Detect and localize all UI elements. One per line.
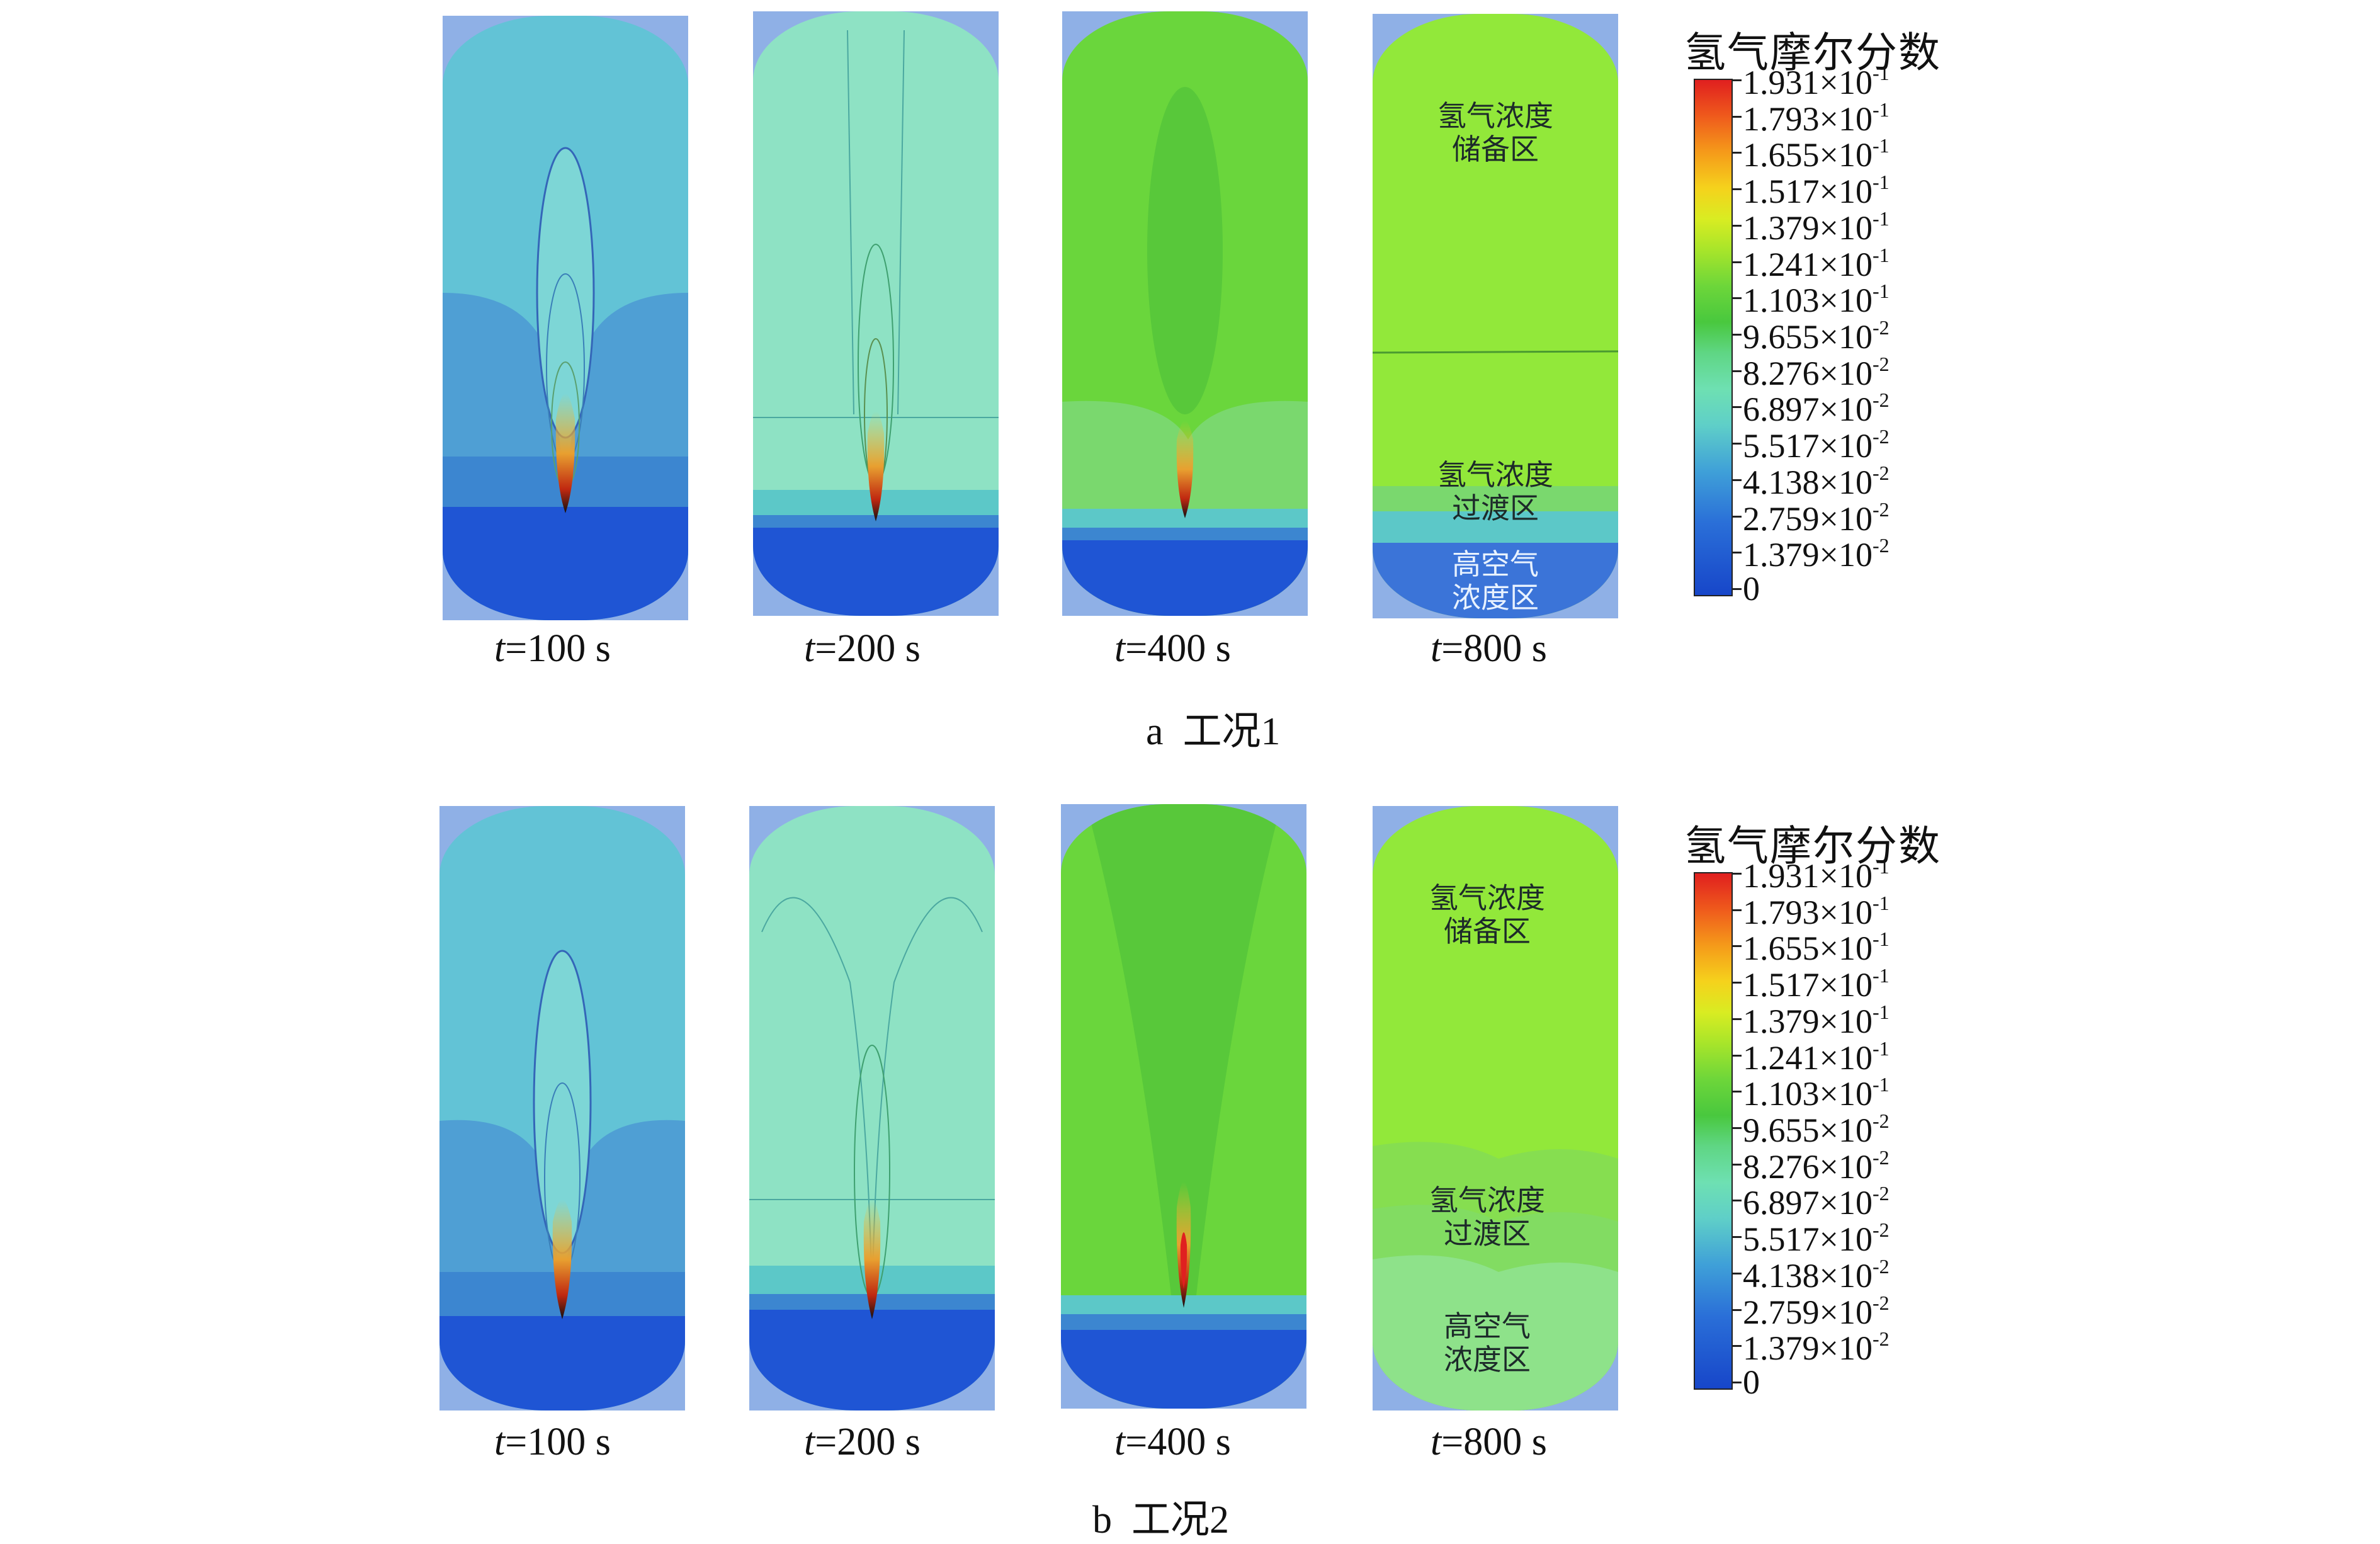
colorbar-tick (1733, 873, 1742, 875)
panel-a-100 (443, 16, 688, 620)
panel-b-200 (749, 806, 995, 1411)
time-label-b-800: t=800 s (1431, 1421, 1547, 1463)
colorbar-tick (1733, 945, 1742, 947)
colorbar-tick (1733, 909, 1742, 911)
colorbar-tick (1733, 188, 1742, 190)
colorbar-tick (1733, 1273, 1742, 1274)
colorbar-tick (1733, 406, 1742, 408)
time-label-b-100: t=100 s (494, 1421, 611, 1463)
colorbar-tick (1733, 225, 1742, 227)
colorbar-tick (1733, 1055, 1742, 1057)
panel-a-200 (753, 11, 999, 616)
colorbar-title-b: 氢气摩尔分数 (1684, 822, 1941, 870)
colorbar-tick (1733, 1091, 1742, 1093)
colorbar-tick-label: 1.793×10-1 (1743, 892, 1890, 931)
colorbar-tick-label: 6.897×10-2 (1743, 389, 1890, 428)
colorbar-tick-label: 2.759×10-2 (1743, 498, 1890, 538)
colorbar-tick (1733, 370, 1742, 372)
colorbar-title-a: 氢气摩尔分数 (1684, 28, 1941, 77)
panel-b-400 (1061, 804, 1306, 1409)
colorbar-tick-label: 9.655×10-2 (1743, 1110, 1890, 1149)
colorbar-tick-label: 1.655×10-1 (1743, 134, 1890, 174)
colorbar-tick (1733, 1200, 1742, 1201)
zone-label-air-a: 高空气 浓度区 (1452, 547, 1539, 615)
colorbar-tick-label: 1.103×10-1 (1743, 1073, 1890, 1113)
colorbar-tick (1733, 261, 1742, 263)
zone-label-air-b: 高空气 浓度区 (1444, 1309, 1531, 1377)
colorbar-tick-label: 5.517×10-2 (1743, 425, 1890, 465)
colorbar-tick (1733, 443, 1742, 445)
time-label-a-200: t=200 s (804, 627, 921, 670)
colorbar-tick-label: 1.379×10-1 (1743, 207, 1890, 247)
colorbar-tick-label: 5.517×10-2 (1743, 1218, 1890, 1258)
colorbar-tick (1733, 479, 1742, 481)
colorbar-tick-label: 0 (1743, 1363, 1760, 1401)
colorbar-tick-label: 8.276×10-2 (1743, 1146, 1890, 1186)
colorbar-tick-label: 0 (1743, 570, 1760, 608)
time-label-a-800: t=800 s (1431, 627, 1547, 670)
colorbar-tick-label: 1.379×10-1 (1743, 1001, 1890, 1040)
colorbar-tick-label: 1.517×10-1 (1743, 171, 1890, 210)
colorbar-tick-label: 1.517×10-1 (1743, 964, 1890, 1004)
panel-a-400 (1062, 11, 1308, 616)
colorbar-tick-label: 1.379×10-2 (1743, 534, 1890, 574)
colorbar-tick (1733, 1127, 1742, 1129)
colorbar-tick-label: 1.931×10-1 (1743, 855, 1890, 895)
colorbar-tick-label: 1.241×10-1 (1743, 1037, 1890, 1077)
colorbar-tick-label: 8.276×10-2 (1743, 353, 1890, 392)
colorbar-tick-label: 4.138×10-2 (1743, 1255, 1890, 1295)
colorbar-tick (1733, 1345, 1742, 1347)
colorbar-tick (1733, 152, 1742, 154)
colorbar-tick (1733, 1164, 1742, 1166)
colorbar-tick-label: 1.793×10-1 (1743, 98, 1890, 138)
colorbar-a (1694, 79, 1733, 596)
colorbar-tick (1733, 116, 1742, 118)
colorbar-tick (1733, 588, 1742, 590)
colorbar-tick (1733, 297, 1742, 299)
colorbar-tick-label: 1.241×10-1 (1743, 244, 1890, 283)
caption-b: b 工况2 (1092, 1499, 1230, 1541)
colorbar-tick (1733, 334, 1742, 336)
time-label-a-400: t=400 s (1114, 627, 1231, 670)
zone-label-storage-a: 氢气浓度 储备区 (1437, 99, 1553, 166)
colorbar-tick (1733, 982, 1742, 984)
panel-b-100 (439, 806, 685, 1411)
colorbar-tick-label: 1.655×10-1 (1743, 928, 1890, 967)
colorbar-tick-label: 1.931×10-1 (1743, 62, 1890, 101)
colorbar-tick (1733, 1236, 1742, 1238)
zone-label-transition-a: 氢气浓度 过渡区 (1437, 458, 1553, 525)
time-label-b-400: t=400 s (1114, 1421, 1231, 1463)
time-label-b-200: t=200 s (804, 1421, 921, 1463)
colorbar-tick-label: 9.655×10-2 (1743, 316, 1890, 356)
zone-label-storage-b: 氢气浓度 储备区 (1429, 881, 1545, 948)
colorbar-tick (1733, 1309, 1742, 1311)
colorbar-tick (1733, 516, 1742, 518)
colorbar-tick-label: 2.759×10-2 (1743, 1291, 1890, 1331)
time-label-a-100: t=100 s (494, 627, 611, 670)
colorbar-tick (1733, 552, 1742, 553)
colorbar-b (1694, 872, 1733, 1390)
colorbar-tick-label: 4.138×10-2 (1743, 462, 1890, 501)
caption-a: a 工况1 (1146, 710, 1281, 753)
colorbar-tick (1733, 79, 1742, 81)
colorbar-tick (1733, 1018, 1742, 1020)
zone-label-transition-b: 氢气浓度 过渡区 (1429, 1183, 1545, 1251)
colorbar-tick (1733, 1382, 1742, 1383)
colorbar-tick-label: 1.103×10-1 (1743, 280, 1890, 319)
panel-a-800 (1373, 14, 1618, 618)
panel-b-800 (1373, 806, 1618, 1411)
colorbar-tick-label: 6.897×10-2 (1743, 1182, 1890, 1222)
colorbar-tick-label: 1.379×10-2 (1743, 1327, 1890, 1367)
